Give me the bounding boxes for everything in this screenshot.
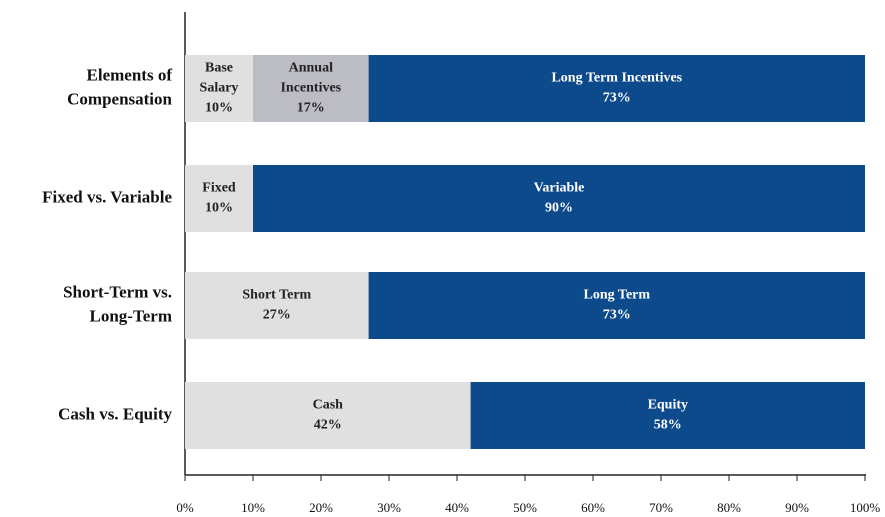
segment-label: Long Term Incentives (551, 71, 682, 86)
segment-label: Annual (289, 61, 333, 76)
category-label: Compensation (67, 89, 172, 108)
category-label: Elements of (87, 65, 173, 84)
x-tick-label: 20% (309, 500, 333, 515)
x-tick-label: 50% (513, 500, 537, 515)
x-tick-label: 80% (717, 500, 741, 515)
value-label: 73% (603, 91, 631, 106)
value-label: 10% (205, 101, 233, 116)
segment-label: Salary (200, 81, 239, 96)
category-label: Short-Term vs. (63, 282, 172, 301)
value-label: 58% (654, 418, 682, 433)
x-tick-label: 100% (850, 500, 881, 515)
value-label: 42% (314, 418, 342, 433)
x-tick-label: 0% (176, 500, 194, 515)
x-tick-label: 90% (785, 500, 809, 515)
segment-label: Incentives (280, 81, 341, 96)
bar-segment (470, 382, 865, 449)
bar-segment (185, 55, 253, 122)
bar-segment (368, 55, 865, 122)
x-tick-label: 30% (377, 500, 401, 515)
segment-label: Fixed (202, 181, 236, 196)
segment-label: Equity (648, 398, 688, 413)
bar-segment (253, 165, 865, 232)
value-label: 27% (263, 308, 291, 323)
category-label: Long-Term (90, 306, 173, 325)
segment-label: Long Term (584, 288, 651, 303)
bar-segment (185, 382, 471, 449)
x-tick-label: 70% (649, 500, 673, 515)
bar-segment (253, 55, 369, 122)
segment-label: Cash (313, 398, 344, 413)
x-tick-label: 10% (241, 500, 265, 515)
value-label: 17% (297, 101, 325, 116)
value-label: 10% (205, 201, 233, 216)
bar-segment (368, 272, 865, 339)
category-label: Fixed vs. Variable (42, 187, 172, 206)
segment-label: Variable (534, 181, 585, 196)
segment-label: Short Term (242, 288, 311, 303)
value-label: 73% (603, 308, 631, 323)
segment-label: Base (205, 61, 233, 76)
bar-segment (185, 165, 253, 232)
x-tick-label: 40% (445, 500, 469, 515)
value-label: 90% (545, 201, 573, 216)
x-tick-label: 60% (581, 500, 605, 515)
category-label: Cash vs. Equity (58, 404, 172, 423)
bar-segment (185, 272, 369, 339)
